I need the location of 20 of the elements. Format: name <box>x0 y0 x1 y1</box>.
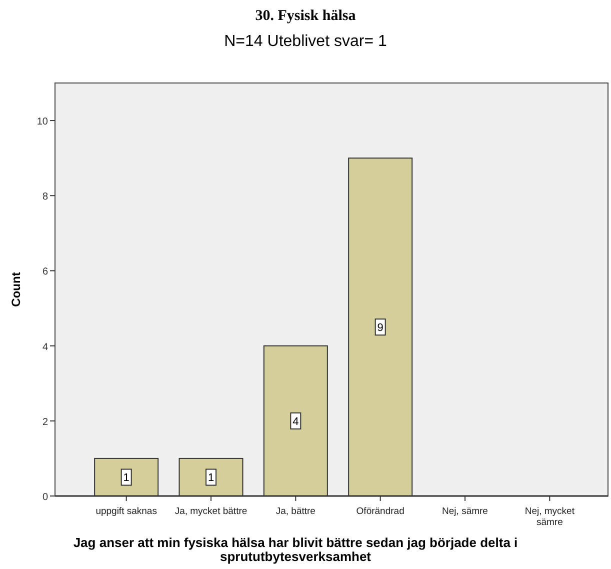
y-tick-label: 8 <box>42 192 48 203</box>
x-tick-label: Nej, sämre <box>442 506 488 517</box>
x-axis-title: Jag anser att min fysiska hälsa har blivit bättre sedan jag började delta i sprututbytesverksamhet <box>73 535 518 564</box>
y-tick-label: 4 <box>42 342 48 353</box>
x-tick-label: Ja, bättre <box>276 506 316 517</box>
y-axis-title: Count <box>9 272 23 307</box>
data-label: 1 <box>208 472 214 484</box>
data-label: 4 <box>292 416 299 428</box>
y-tick-label: 2 <box>42 416 48 428</box>
x-tick-label: Oförändrad <box>356 506 404 517</box>
data-label: 9 <box>377 322 384 334</box>
x-tick-label: uppgift saknas <box>96 506 158 517</box>
chart-subtitle: N=14 Uteblivet svar= 1 <box>224 33 387 50</box>
y-tick-label: 6 <box>42 266 48 278</box>
x-tick-label: Ja, mycket bättre <box>174 506 248 517</box>
y-tick-label: 0 <box>42 492 48 503</box>
data-label: 1 <box>123 472 130 484</box>
chart-title: 30. Fysisk hälsa <box>255 8 356 24</box>
y-tick-label: 10 <box>36 116 48 128</box>
x-tick-label: Nej, mycket sämre <box>524 506 575 528</box>
